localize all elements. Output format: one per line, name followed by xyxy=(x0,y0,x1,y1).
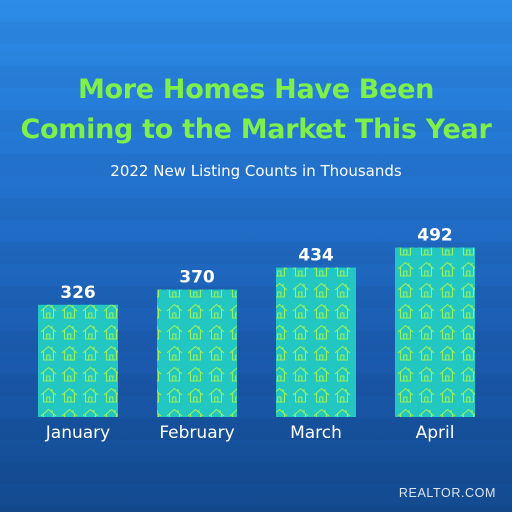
chart-title-line-1: More Homes Have Been xyxy=(77,74,435,105)
value-label-march: 434 xyxy=(298,246,334,266)
category-label-february: February xyxy=(159,423,234,443)
bar-house-icons-march xyxy=(276,267,356,417)
bar-house-icons-january xyxy=(38,304,118,417)
bars-group: 326 January 370 February 434 March 492 April xyxy=(38,226,475,443)
chart-title-line-2: Coming to the Market This Year xyxy=(20,114,492,145)
bar-house-icons-february xyxy=(157,289,237,417)
value-label-february: 370 xyxy=(179,268,215,288)
chart-subtitle: 2022 New Listing Counts in Thousands xyxy=(110,162,402,180)
category-label-april: April xyxy=(416,423,455,443)
category-label-march: March xyxy=(290,423,342,443)
bar-house-icons-april xyxy=(395,247,475,417)
value-label-april: 492 xyxy=(417,226,453,246)
category-label-january: January xyxy=(45,423,110,443)
value-label-january: 326 xyxy=(60,283,96,303)
brand-logo: REALTOR.COM xyxy=(398,486,496,500)
